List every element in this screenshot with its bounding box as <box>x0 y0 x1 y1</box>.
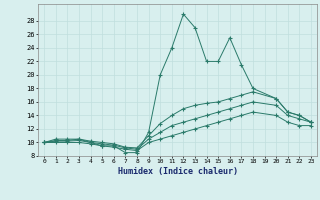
X-axis label: Humidex (Indice chaleur): Humidex (Indice chaleur) <box>118 167 238 176</box>
